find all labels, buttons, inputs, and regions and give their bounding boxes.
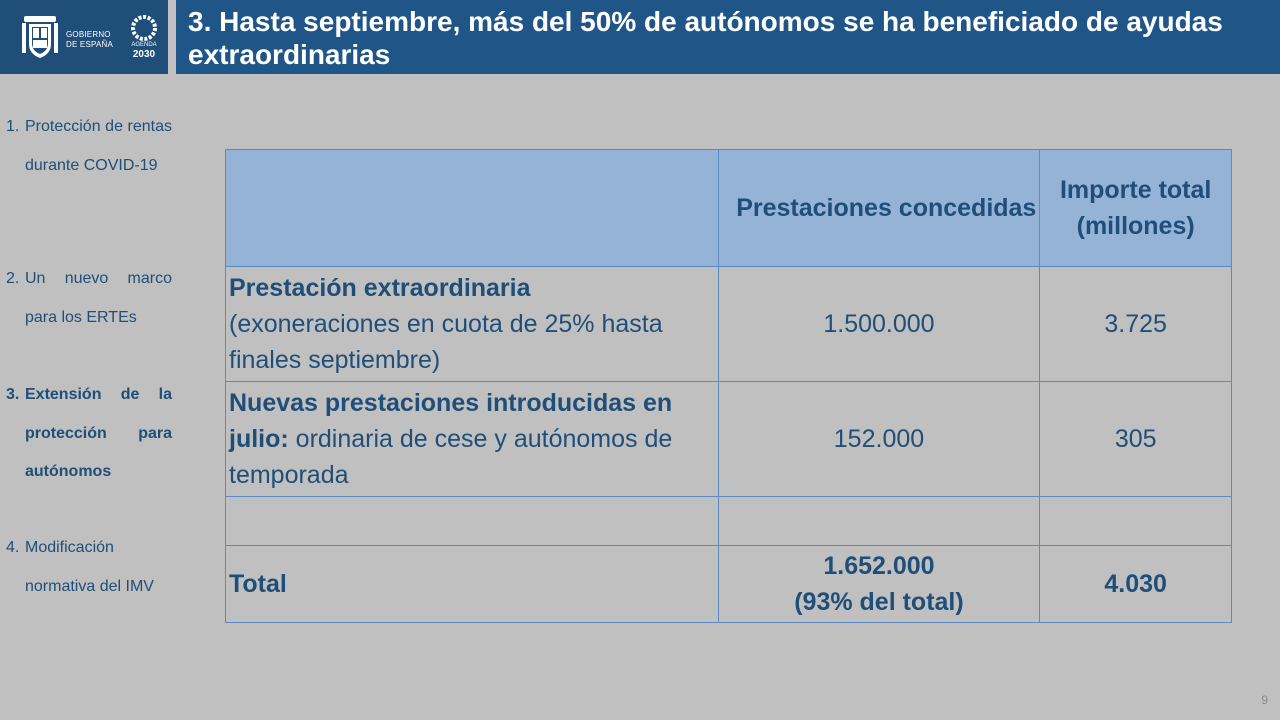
row-label-cell: Nuevas prestaciones introducidas en juli… [225,381,719,497]
row-title: Prestación extraordinaria [229,274,531,302]
header-prestaciones: Prestaciones concedidas [717,149,1041,267]
table-total-row: Total 1.652.000 (93% del total) 4.030 [225,545,1232,623]
header-importe: Importe total (millones) [1039,149,1232,267]
agenda-year: 2030 [132,49,156,60]
table-row: Nuevas prestaciones introducidas en juli… [225,381,1232,497]
row-description: (exoneraciones en cuota de 25% hasta fin… [229,310,663,374]
sidebar-item-3[interactable]: 3. Extensión de la protección para autón… [6,376,172,492]
agenda-2030-icon [131,15,157,41]
agenda-2030-label: AGENDA 2030 [124,42,164,60]
table-row-empty [225,496,1232,546]
row-label-cell: Prestación extraordinaria (exoneraciones … [225,266,719,382]
total-prestaciones-note: (93% del total) [794,588,964,616]
title-bar: 3. Hasta septiembre, más del 50% de autó… [176,0,1280,74]
empty-cell [1039,496,1232,546]
sidebar-item-4[interactable]: 4. Modificación normativa del IMV [6,529,172,606]
table-header-row: Prestaciones concedidas Importe total (m… [225,149,1232,267]
sidebar-item-number: 3. [6,386,20,403]
gov-line-2: DE ESPAÑA [66,40,113,49]
total-importe: 4.030 [1039,545,1232,623]
sidebar-item-label: Un nuevo marco para los ERTEs [25,270,172,326]
prestaciones-value: 1.500.000 [717,266,1041,382]
importe-value: 3.725 [1039,266,1232,382]
page-title: 3. Hasta septiembre, más del 50% de autó… [188,6,1223,70]
empty-cell [717,496,1041,546]
total-prestaciones-cell: 1.652.000 (93% del total) [717,545,1041,623]
header-cell-empty [225,149,719,267]
row-description: ordinaria de cese y autónomos de tempora… [229,425,673,489]
sidebar-item-label: Protección de rentas durante COVID-19 [25,118,172,174]
sidebar-item-2[interactable]: 2. Un nuevo marco para los ERTEs [6,260,172,337]
row-title: Nuevas prestaciones introducidas en juli… [229,389,673,453]
table-row: Prestación extraordinaria (exoneraciones … [225,266,1232,382]
sidebar-item-label: Modificación normativa del IMV [25,539,154,595]
benefits-table: Prestaciones concedidas Importe total (m… [225,149,1232,623]
page-number: 9 [1261,693,1268,707]
importe-value: 305 [1039,381,1232,497]
government-name: GOBIERNO DE ESPAÑA [66,30,113,50]
sidebar-item-number: 1. [6,118,20,135]
government-logo: GOBIERNO DE ESPAÑA AGENDA 2030 [0,0,168,74]
empty-cell [225,496,719,546]
coat-of-arms-icon [22,16,58,58]
sidebar-item-number: 4. [6,539,20,556]
sidebar-item-number: 2. [6,270,20,287]
sidebar-nav: 1. Protección de rentas durante COVID-19… [6,108,172,595]
sidebar-item-1[interactable]: 1. Protección de rentas durante COVID-19 [6,108,172,185]
agenda-label: AGENDA [131,42,157,48]
total-prestaciones: 1.652.000 [823,552,935,580]
sidebar-item-label: Extensión de la protección para autónomo… [25,386,172,480]
total-label: Total [225,545,719,623]
prestaciones-value: 152.000 [717,381,1041,497]
gov-line-1: GOBIERNO [66,30,111,39]
